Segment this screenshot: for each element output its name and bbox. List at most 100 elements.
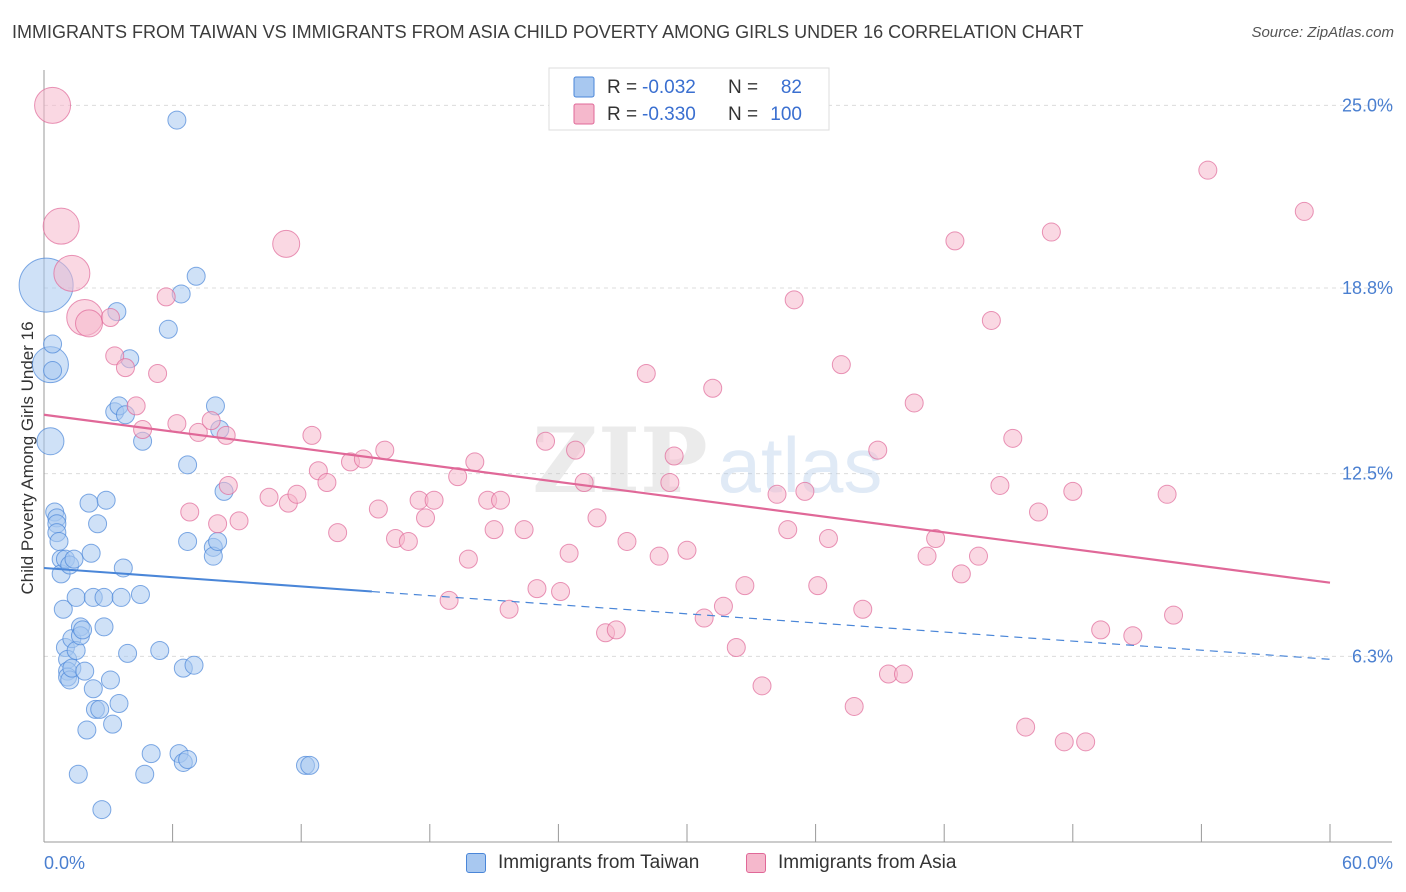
point-1-99	[1294, 201, 1314, 221]
trend-lines	[43, 413, 1331, 660]
trend-line-taiwan-solid	[43, 566, 373, 593]
y-tick-label-1: 12.5%	[1342, 464, 1393, 484]
legend-n-label-taiwan: N =	[728, 77, 758, 98]
point-0-76	[300, 755, 320, 775]
point-0-68	[186, 266, 206, 286]
point-0-40	[94, 617, 114, 637]
point-1-59	[664, 446, 684, 466]
point-1-10	[148, 363, 168, 383]
point-0-64	[178, 749, 198, 769]
point-1-8	[126, 396, 146, 416]
point-0-55	[135, 764, 155, 784]
point-1-67	[767, 484, 787, 504]
point-1-18	[218, 475, 238, 495]
legend-r-label-asia: R =	[607, 104, 637, 125]
point-0-28	[73, 620, 93, 640]
point-1-57	[649, 546, 669, 566]
point-1-88	[1016, 717, 1036, 737]
point-0-53	[130, 584, 150, 604]
point-0-23	[66, 587, 86, 607]
point-1-89	[1029, 502, 1049, 522]
point-1-16	[208, 514, 228, 534]
point-1-31	[375, 440, 395, 460]
point-1-79	[904, 393, 924, 413]
legend-r-label-taiwan: R =	[607, 77, 637, 98]
point-0-47	[109, 694, 129, 714]
legend-n-label-asia: N =	[728, 104, 758, 125]
point-0-30	[77, 720, 97, 740]
watermark: ZIP atlas	[532, 408, 882, 514]
point-1-46	[527, 579, 547, 599]
x-tick-label-right: 60.0%	[1342, 853, 1393, 873]
y-tick-label-0: 6.3%	[1352, 646, 1393, 666]
point-1-52	[587, 508, 607, 528]
point-1-66	[752, 676, 772, 696]
point-0-12	[53, 599, 73, 619]
point-1-83	[951, 564, 971, 584]
point-0-41	[96, 490, 116, 510]
legend-item-asia[interactable]: Immigrants from Asia	[746, 852, 956, 874]
point-0-48	[111, 587, 131, 607]
point-1-20	[259, 487, 279, 507]
point-1-12	[167, 414, 187, 434]
point-0-43	[103, 714, 123, 734]
point-1-42	[484, 520, 504, 540]
point-1-17	[216, 425, 236, 445]
point-1-50	[566, 440, 586, 460]
legend-swatch-taiwan-bottom	[466, 853, 486, 873]
point-1-19	[229, 511, 249, 531]
point-1-23	[287, 484, 307, 504]
point-1-5	[100, 308, 120, 328]
point-1-36	[424, 490, 444, 510]
point-1-72	[818, 529, 838, 549]
point-1-98	[1198, 160, 1218, 180]
point-1-74	[844, 696, 864, 716]
point-1-39	[458, 549, 478, 569]
point-1-84	[968, 546, 988, 566]
point-0-57	[150, 640, 170, 660]
point-1-7	[115, 358, 135, 378]
point-1-81	[926, 529, 946, 549]
point-0-2	[36, 427, 65, 456]
point-1-62	[703, 378, 723, 398]
legend-label-asia: Immigrants from Asia	[778, 852, 957, 873]
point-0-4	[43, 361, 63, 381]
point-1-27	[328, 523, 348, 543]
point-1-38	[448, 467, 468, 487]
point-1-75	[853, 599, 873, 619]
point-1-82	[945, 231, 965, 251]
point-1-37	[439, 590, 459, 610]
y-tick-label-3: 25.0%	[1342, 95, 1393, 115]
point-0-67	[184, 655, 204, 675]
point-1-92	[1063, 481, 1083, 501]
point-1-61	[694, 608, 714, 628]
legend-r-value-taiwan: -0.032	[642, 77, 696, 98]
point-0-42	[100, 670, 120, 690]
point-0-31	[79, 493, 99, 513]
legend-swatch-asia	[573, 103, 595, 125]
point-0-51	[118, 643, 138, 663]
chart-title: IMMIGRANTS FROM TAIWAN VS IMMIGRANTS FRO…	[12, 22, 1084, 42]
point-1-55	[617, 531, 637, 551]
point-1-6	[105, 346, 125, 366]
point-1-64	[726, 638, 746, 658]
legend-n-value-taiwan: 82	[781, 77, 802, 98]
point-1-90	[1041, 222, 1061, 242]
axes	[43, 70, 1392, 843]
legend-swatch-taiwan	[573, 76, 595, 98]
source-label: Source: ZipAtlas.com	[1251, 24, 1394, 41]
point-1-78	[893, 664, 913, 684]
point-1-91	[1054, 732, 1074, 752]
point-1-35	[416, 508, 436, 528]
point-0-39	[94, 587, 114, 607]
legend-item-taiwan[interactable]: Immigrants from Taiwan	[466, 852, 699, 874]
point-1-1	[42, 207, 80, 245]
trend-line-taiwan-dashed	[371, 590, 1331, 660]
point-1-33	[398, 531, 418, 551]
point-1-93	[1076, 732, 1096, 752]
point-1-47	[536, 431, 556, 451]
point-1-76	[868, 440, 888, 460]
point-1-58	[660, 473, 680, 493]
point-0-34	[83, 679, 103, 699]
point-1-97	[1164, 605, 1184, 625]
